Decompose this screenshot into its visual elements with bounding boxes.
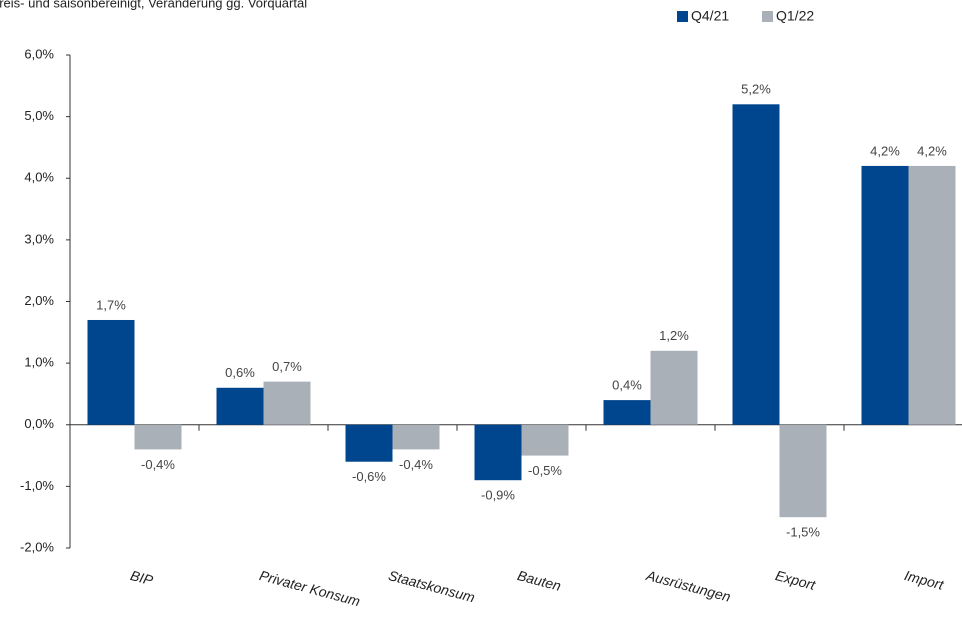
bar bbox=[603, 400, 651, 425]
value-label: 4,2% bbox=[870, 143, 900, 158]
x-tick-label: Ausrüstungen bbox=[644, 567, 733, 605]
y-tick-label: -1,0% bbox=[20, 478, 54, 493]
bar bbox=[216, 387, 264, 425]
y-tick-label: 2,0% bbox=[24, 293, 54, 308]
x-tick-label: BIP bbox=[129, 567, 156, 588]
y-tick-label: -2,0% bbox=[20, 539, 54, 554]
value-label: -0,6% bbox=[352, 469, 386, 484]
bar bbox=[134, 424, 182, 450]
y-tick-label: 6,0% bbox=[24, 46, 54, 61]
x-tick-label: Bauten bbox=[516, 567, 563, 594]
x-tick-label: Staatskonsum bbox=[387, 567, 477, 606]
value-label: -0,5% bbox=[528, 463, 562, 478]
value-label: -0,4% bbox=[141, 457, 175, 472]
bar bbox=[861, 165, 909, 425]
bar bbox=[779, 424, 827, 518]
legend-swatch bbox=[762, 11, 773, 22]
value-label: 0,4% bbox=[612, 378, 642, 393]
bar bbox=[392, 424, 440, 450]
y-tick-label: 4,0% bbox=[24, 170, 54, 185]
value-label: 1,7% bbox=[96, 297, 126, 312]
bar bbox=[474, 424, 522, 481]
legend-label: Q1/22 bbox=[776, 8, 814, 24]
bar bbox=[87, 319, 135, 425]
bar bbox=[263, 381, 311, 425]
bar bbox=[908, 165, 956, 425]
chart-subtitle: preis- und saisonbereinigt, Veränderung … bbox=[0, 0, 307, 10]
value-label: 0,6% bbox=[225, 365, 255, 380]
x-tick-label: Import bbox=[903, 567, 947, 593]
value-label: -0,4% bbox=[399, 457, 433, 472]
y-tick-label: 1,0% bbox=[24, 355, 54, 370]
legend-swatch bbox=[677, 11, 688, 22]
bar bbox=[732, 104, 780, 425]
value-label: 0,7% bbox=[272, 359, 302, 374]
bar bbox=[650, 350, 698, 425]
x-tick-label: Export bbox=[774, 567, 818, 593]
legend-label: Q4/21 bbox=[691, 8, 729, 24]
value-label: 1,2% bbox=[659, 328, 689, 343]
value-label: 5,2% bbox=[741, 82, 771, 97]
bar bbox=[521, 424, 569, 456]
y-tick-label: 3,0% bbox=[24, 231, 54, 246]
value-label: 4,2% bbox=[917, 143, 947, 158]
y-tick-label: 5,0% bbox=[24, 108, 54, 123]
x-tick-label: Privater Konsum bbox=[258, 567, 362, 609]
bar bbox=[345, 424, 393, 462]
y-tick-label: 0,0% bbox=[24, 416, 54, 431]
value-label: -0,9% bbox=[481, 488, 515, 503]
value-label: -1,5% bbox=[786, 525, 820, 540]
